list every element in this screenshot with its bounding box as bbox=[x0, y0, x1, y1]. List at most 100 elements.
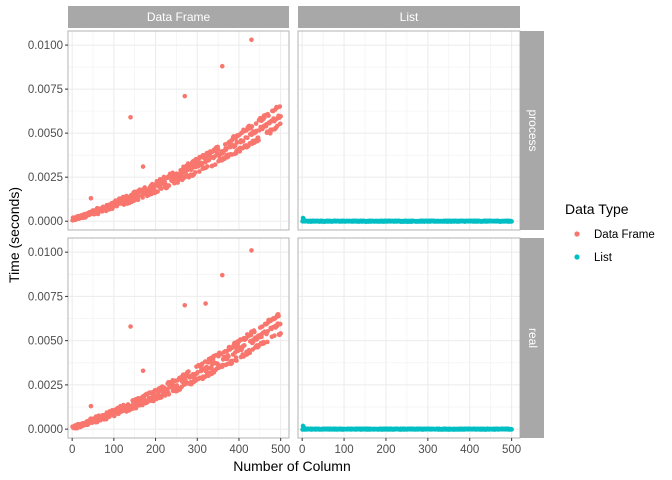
y-tick-label: 0.0000 bbox=[28, 216, 63, 228]
data-point bbox=[247, 350, 253, 356]
data-point bbox=[277, 121, 283, 127]
legend-title: Data Type bbox=[565, 201, 629, 217]
y-tick-label: 0.0025 bbox=[28, 172, 63, 184]
data-point bbox=[509, 219, 514, 224]
panel-1-0 bbox=[297, 30, 521, 231]
strip-background bbox=[68, 6, 289, 28]
data-point bbox=[250, 339, 256, 345]
facet-strip-row: process bbox=[520, 31, 544, 230]
data-point bbox=[253, 121, 259, 126]
data-point bbox=[245, 135, 250, 141]
x-axis-title: Number of Column bbox=[233, 458, 351, 474]
data-point bbox=[272, 333, 277, 338]
y-tick-label: 0.0050 bbox=[28, 336, 63, 348]
data-point bbox=[301, 217, 307, 222]
y-tick-label: 0.0025 bbox=[28, 380, 63, 392]
x-tick-label: 400 bbox=[460, 444, 479, 456]
strip-label: process bbox=[526, 109, 540, 151]
data-point bbox=[159, 186, 164, 191]
legend-key bbox=[574, 231, 580, 237]
y-tick-label: 0.0050 bbox=[28, 128, 63, 140]
data-point bbox=[166, 183, 172, 188]
panel-border bbox=[67, 237, 290, 439]
data-point bbox=[203, 301, 208, 306]
data-point bbox=[135, 197, 141, 203]
x-tick-label: 0 bbox=[69, 444, 75, 456]
y-tick-label: 0.0075 bbox=[28, 291, 63, 303]
data-point bbox=[242, 343, 247, 348]
x-tick-label: 100 bbox=[104, 444, 123, 456]
x-tick-label: 200 bbox=[146, 444, 165, 456]
data-point bbox=[237, 149, 243, 154]
data-point bbox=[278, 114, 283, 119]
strip-label: List bbox=[400, 10, 419, 24]
x-tick-label: 200 bbox=[376, 444, 395, 456]
strip-label: Data Frame bbox=[147, 10, 211, 24]
data-point bbox=[276, 313, 281, 319]
panel-background bbox=[298, 238, 520, 438]
panel-background bbox=[298, 31, 520, 230]
data-point bbox=[186, 369, 191, 374]
legend-key bbox=[574, 254, 580, 260]
data-point bbox=[265, 329, 271, 334]
data-point bbox=[182, 93, 188, 99]
data-point bbox=[260, 324, 265, 329]
data-point bbox=[249, 37, 254, 43]
legend-label: Data Frame bbox=[594, 229, 655, 241]
data-point bbox=[234, 358, 239, 363]
facet-strip-column: Data Frame bbox=[68, 6, 289, 28]
panel-border bbox=[67, 30, 290, 231]
data-point bbox=[226, 354, 231, 359]
x-tick-label: 100 bbox=[334, 444, 353, 456]
axis-ticks: 0.0000 0.0025 0.0050 0.0075 0.0100 0.0000 0.00… bbox=[28, 40, 521, 456]
data-point bbox=[266, 113, 271, 118]
data-point bbox=[249, 248, 254, 253]
x-tick-label: 0 bbox=[299, 444, 305, 456]
x-tick-label: 500 bbox=[502, 444, 521, 456]
strip-background bbox=[298, 6, 520, 28]
y-tick-label: 0.0100 bbox=[28, 40, 63, 52]
data-point bbox=[128, 324, 133, 329]
panel-0-0 bbox=[67, 30, 290, 231]
data-point bbox=[215, 147, 221, 152]
data-point bbox=[155, 189, 160, 194]
data-point bbox=[197, 169, 202, 174]
series-points bbox=[70, 37, 283, 223]
strip-background bbox=[520, 31, 544, 230]
panel-0-1 bbox=[67, 237, 290, 439]
data-point bbox=[212, 162, 218, 167]
y-axis-title: Time (seconds) bbox=[6, 187, 22, 283]
y-tick-label: 0.0000 bbox=[28, 424, 63, 436]
data-point bbox=[278, 331, 283, 336]
data-point bbox=[192, 170, 198, 175]
data-point bbox=[234, 345, 240, 351]
strip-label: real bbox=[526, 328, 540, 348]
data-point bbox=[219, 272, 225, 278]
x-tick-label: 500 bbox=[271, 444, 290, 456]
data-point bbox=[204, 164, 210, 169]
data-point bbox=[252, 329, 257, 335]
x-tick-label: 400 bbox=[229, 444, 248, 456]
panel-1-1 bbox=[297, 237, 521, 439]
x-tick-label: 300 bbox=[418, 444, 437, 456]
data-point bbox=[277, 104, 283, 109]
data-point bbox=[219, 63, 225, 69]
legend: Data Type Data Frame List bbox=[565, 201, 655, 264]
series-points bbox=[70, 248, 283, 431]
legend-entry: List bbox=[574, 252, 613, 264]
series-points bbox=[300, 423, 514, 432]
y-tick-label: 0.0100 bbox=[28, 247, 63, 259]
panels bbox=[67, 30, 521, 439]
data-point bbox=[136, 193, 141, 199]
strip-background bbox=[520, 238, 544, 438]
legend-entry: Data Frame bbox=[574, 229, 655, 241]
data-point bbox=[203, 155, 208, 161]
data-point bbox=[509, 427, 514, 432]
data-point bbox=[140, 164, 146, 169]
data-point bbox=[140, 368, 146, 374]
data-point bbox=[256, 138, 261, 143]
y-tick-label: 0.0075 bbox=[28, 84, 63, 96]
data-point bbox=[277, 321, 283, 327]
x-tick-label: 300 bbox=[188, 444, 207, 456]
